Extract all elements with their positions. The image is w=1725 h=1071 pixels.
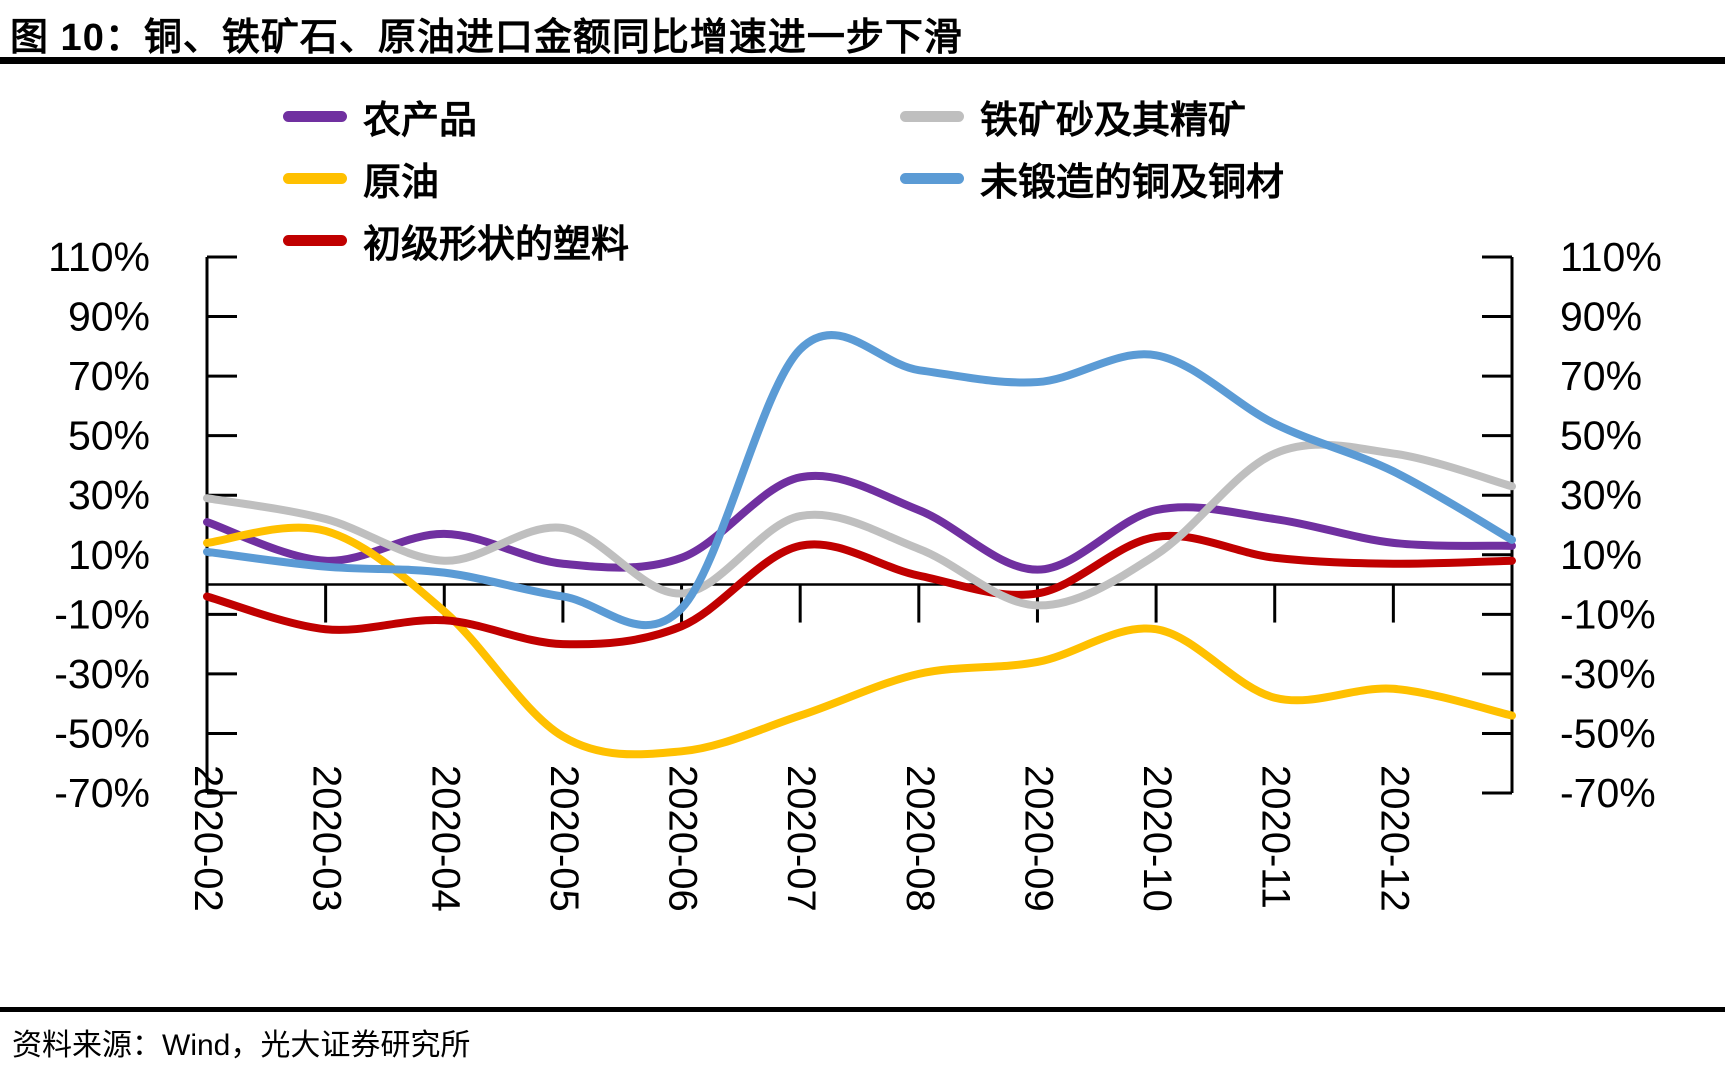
- y-tick-label-right: -70%: [1560, 770, 1656, 816]
- series-primary-form-plastics: [203, 531, 1516, 649]
- y-tick-label-right: 30%: [1560, 472, 1642, 518]
- legend-swatch-crude-oil: [283, 172, 347, 184]
- x-tick-label: 2020-09: [1016, 765, 1060, 912]
- legend-swatch-unwrought-copper: [900, 172, 964, 184]
- legend-swatch-iron-ore-concentrates: [900, 110, 964, 122]
- y-tick-label-left: 10%: [68, 532, 150, 578]
- legend-label-crude-oil: 原油: [363, 161, 440, 204]
- y-tick-label-right: -30%: [1560, 651, 1656, 697]
- x-tick-label: 2020-05: [542, 765, 586, 912]
- title-divider: [0, 57, 1725, 64]
- legend-swatch-primary-form-plastics: [283, 234, 347, 246]
- x-tick-label: 2020-11: [1254, 765, 1298, 909]
- x-tick-label: 2020-04: [423, 765, 467, 912]
- y-tick-label-right: -10%: [1560, 591, 1656, 637]
- chart-canvas: 110% 110% 90% 90% 70% 70% 50% 50% 30% 30% 10% 10% -1…: [48, 234, 1662, 912]
- y-tick-label-right: 10%: [1560, 532, 1642, 578]
- y-tick-label-left: -30%: [54, 651, 150, 697]
- legend-item-crude-oil: 原油: [283, 150, 439, 206]
- y-tick-label-right: 90%: [1560, 294, 1642, 340]
- series-iron-ore-concentrates: [203, 440, 1516, 610]
- x-tick-label: 2020-02: [186, 765, 230, 912]
- legend-label-agricultural-products: 农产品: [363, 99, 478, 142]
- y-tick-label-left: -50%: [54, 710, 150, 756]
- x-tick-label: 2020-06: [661, 765, 705, 912]
- legend-label-unwrought-copper: 未锻造的铜及铜材: [980, 161, 1285, 204]
- y-tick-label-left: 90%: [68, 294, 150, 340]
- x-tick-label: 2020-10: [1135, 765, 1179, 912]
- y-tick-label-left: -70%: [54, 770, 150, 816]
- legend-item-primary-form-plastics: 初级形状的塑料: [283, 212, 629, 268]
- y-tick-label-left: 110%: [48, 234, 150, 280]
- x-tick-label: 2020-07: [779, 765, 823, 912]
- y-tick-label-right: 50%: [1560, 413, 1642, 459]
- x-tick-label: 2020-12: [1372, 765, 1416, 912]
- footer-divider: [0, 1007, 1725, 1012]
- y-tick-label-left: 70%: [68, 353, 150, 399]
- chart-title: 图 10：铜、铁矿石、原油进口金额同比增速进一步下滑: [10, 17, 963, 59]
- legend-item-iron-ore-concentrates: 铁矿砂及其精矿: [900, 88, 1246, 144]
- y-tick-label-right: 70%: [1560, 353, 1642, 399]
- x-tick-label: 2020-08: [898, 765, 942, 912]
- series-agricultural-products: [203, 471, 1516, 574]
- y-tick-label-left: 50%: [68, 413, 150, 459]
- y-tick-label-left: -10%: [54, 591, 150, 637]
- legend-swatch-agricultural-products: [283, 110, 347, 122]
- y-tick-label-left: 30%: [68, 472, 150, 518]
- series-unwrought-copper: [203, 331, 1516, 630]
- y-tick-label-right: 110%: [1560, 234, 1662, 280]
- legend-label-primary-form-plastics: 初级形状的塑料: [363, 223, 630, 266]
- legend-item-agricultural-products: 农产品: [283, 88, 477, 144]
- y-tick-label-right: -50%: [1560, 710, 1656, 756]
- legend-label-iron-ore-concentrates: 铁矿砂及其精矿: [980, 99, 1247, 142]
- source-note: 资料来源：Wind，光大证券研究所: [12, 1029, 471, 1062]
- legend-item-unwrought-copper: 未锻造的铜及铜材: [900, 150, 1284, 206]
- series-crude-oil: [203, 523, 1516, 759]
- x-tick-label: 2020-03: [305, 765, 349, 912]
- chart-legend: 农产品原油初级形状的塑料 铁矿砂及其精矿 未锻造的铜及铜材: [0, 0, 1725, 280]
